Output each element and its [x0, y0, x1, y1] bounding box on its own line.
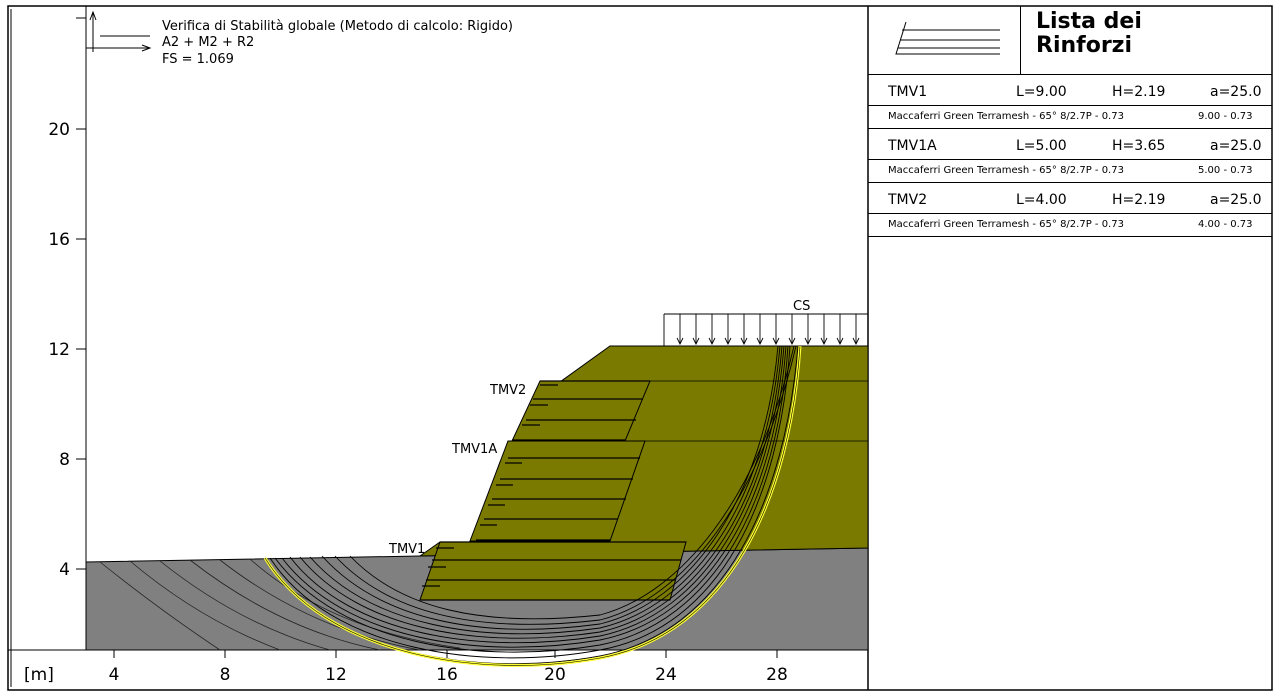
item-dims: 9.00 - 0.73 — [1198, 111, 1253, 122]
ground-slip-arcs — [99, 558, 461, 651]
item-product: Maccaferri Green Terramesh - 65° 8/2.7P … — [888, 165, 1124, 176]
y-ticks — [76, 17, 86, 570]
item-name: TMV2 — [888, 192, 928, 208]
load-label: CS — [793, 299, 810, 314]
slip-surfaces — [264, 345, 799, 665]
y-tick-label: 16 — [48, 230, 70, 250]
reinforcement-layers-icon — [895, 21, 1000, 55]
x-tick-label: 20 — [544, 665, 566, 685]
reinforcement-tmv2 — [512, 380, 650, 441]
x-tick-label: 24 — [655, 665, 677, 685]
legend-item-tmv1a: TMV1A L=5.00 H=3.65 a=25.0 Maccaferri Gr… — [868, 129, 1272, 183]
y-tick-label: 12 — [48, 340, 70, 360]
item-length: L=4.00 — [1016, 192, 1067, 208]
item-height: H=2.19 — [1112, 84, 1166, 100]
safety-factor-label: FS = 1.069 — [162, 52, 234, 67]
x-tick-label: 12 — [325, 665, 347, 685]
x-tick-label: 16 — [436, 665, 458, 685]
x-tick-label: 28 — [766, 665, 788, 685]
item-length: L=5.00 — [1016, 138, 1067, 154]
item-product: Maccaferri Green Terramesh - 65° 8/2.7P … — [888, 219, 1124, 230]
distributed-load — [663, 313, 868, 346]
outer-frame — [7, 5, 1273, 691]
item-angle: a=25.0 — [1210, 138, 1262, 154]
reinforcement-legend: Lista dei Rinforzi TMV1 L=9.00 H=2.19 a=… — [868, 6, 1272, 237]
x-ticks — [113, 650, 778, 658]
item-name: TMV1A — [888, 138, 937, 154]
item-dims: 4.00 - 0.73 — [1198, 219, 1253, 230]
y-tick-label: 20 — [48, 120, 70, 140]
block-tmv1a — [469, 440, 646, 542]
item-length: L=9.00 — [1016, 84, 1067, 100]
legend-item-tmv2: TMV2 L=4.00 H=2.19 a=25.0 Maccaferri Gre… — [868, 183, 1272, 237]
reinforcement-tmv1 — [420, 541, 686, 601]
item-dims: 5.00 - 0.73 — [1198, 165, 1253, 176]
block-tmv1 — [419, 541, 687, 601]
legend-header: Lista dei Rinforzi — [868, 6, 1272, 75]
reinforcement-tmv1a — [476, 457, 640, 541]
item-product: Maccaferri Green Terramesh - 65° 8/2.7P … — [888, 111, 1124, 122]
item-angle: a=25.0 — [1210, 192, 1262, 208]
label-tmv2: TMV2 — [489, 383, 526, 398]
analysis-title: Verifica di Stabilità globale (Metodo di… — [162, 19, 513, 34]
legend-item-tmv1: TMV1 L=9.00 H=2.19 a=25.0 Maccaferri Gre… — [868, 75, 1272, 129]
unit-label: [m] — [24, 665, 54, 685]
axes-symbol-icon — [86, 10, 152, 52]
item-angle: a=25.0 — [1210, 84, 1262, 100]
x-tick-label: 4 — [109, 665, 120, 685]
item-height: H=3.65 — [1112, 138, 1166, 154]
item-height: H=2.19 — [1112, 192, 1166, 208]
item-name: TMV1 — [888, 84, 928, 100]
x-tick-label: 8 — [220, 665, 231, 685]
y-tick-label: 8 — [59, 450, 70, 470]
y-tick-label: 4 — [59, 560, 70, 580]
label-tmv1a: TMV1A — [451, 442, 497, 457]
combination-label: A2 + M2 + R2 — [162, 35, 254, 50]
legend-title: Lista dei Rinforzi — [1036, 9, 1142, 58]
label-tmv1: TMV1 — [388, 542, 425, 557]
